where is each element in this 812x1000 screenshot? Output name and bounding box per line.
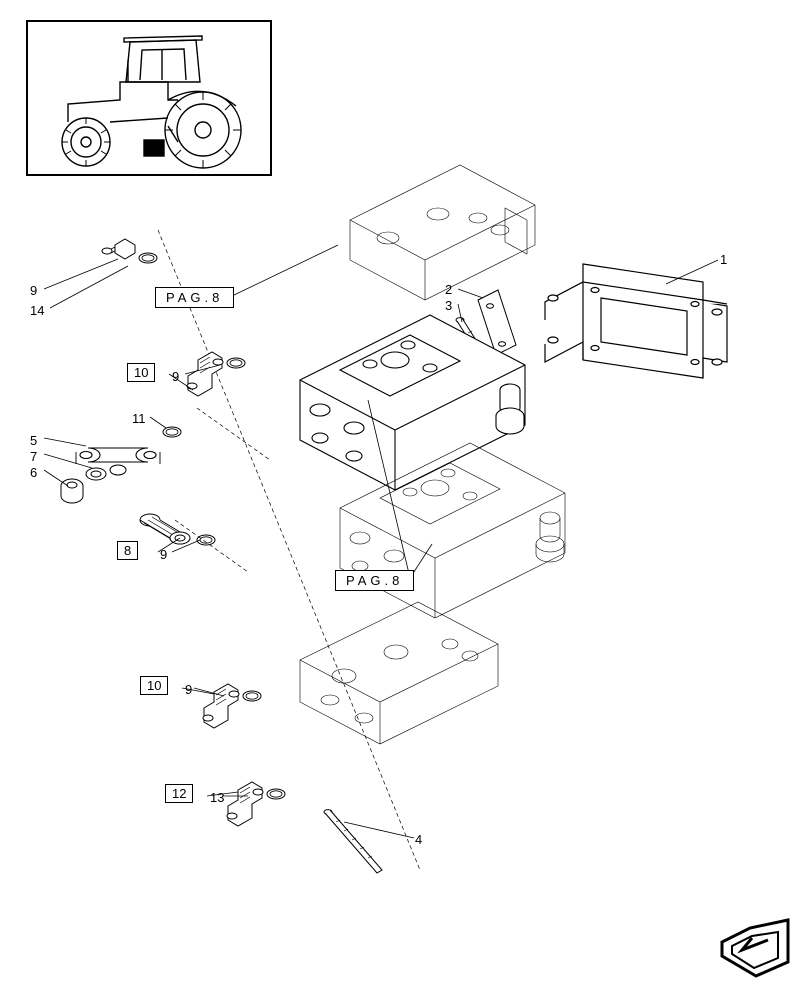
callout-14: 14 (30, 303, 44, 318)
callout-box-10: 10 (127, 363, 155, 382)
callout-13: 13 (210, 790, 224, 805)
callout-7: 7 (30, 449, 37, 464)
callout-box-8: 8 (117, 541, 138, 560)
back-arrow-icon[interactable] (720, 918, 790, 978)
pag-ref-box: PAG.8 (335, 570, 414, 591)
page-root: PAG.8 PAG.8 9 14 5 7 6 2 3 1 4 11 9 9 9 … (0, 0, 812, 1000)
callout-9: 9 (160, 547, 167, 562)
callout-11: 11 (132, 411, 146, 426)
callout-5: 5 (30, 433, 37, 448)
callout-3: 3 (445, 298, 452, 313)
callout-1: 1 (720, 252, 727, 267)
callout-box-12: 12 (165, 784, 193, 803)
exploded-view-svg (0, 0, 812, 1000)
callout-9: 9 (30, 283, 37, 298)
callout-box-10: 10 (140, 676, 168, 695)
callout-6: 6 (30, 465, 37, 480)
pag-ref-box: PAG.8 (155, 287, 234, 308)
callout-9: 9 (172, 369, 179, 384)
callout-2: 2 (445, 282, 452, 297)
callout-9: 9 (185, 682, 192, 697)
callout-4: 4 (415, 832, 422, 847)
